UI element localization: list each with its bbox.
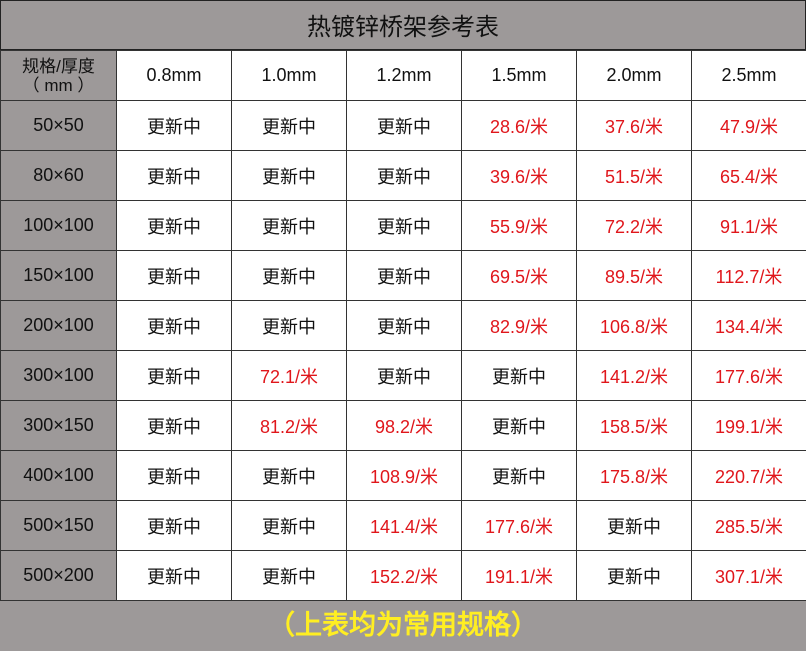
price-cell: 72.2/米 — [577, 201, 692, 251]
price-cell: 106.8/米 — [577, 301, 692, 351]
price-cell: 更新中 — [577, 501, 692, 551]
price-cell: 更新中 — [117, 551, 232, 601]
price-cell: 177.6/米 — [462, 501, 577, 551]
spec-cell: 100×100 — [1, 201, 117, 251]
price-cell: 158.5/米 — [577, 401, 692, 451]
price-cell: 28.6/米 — [462, 101, 577, 151]
price-cell: 更新中 — [347, 151, 462, 201]
thickness-header: 2.5mm — [692, 51, 806, 101]
thickness-header: 2.0mm — [577, 51, 692, 101]
spec-cell: 50×50 — [1, 101, 117, 151]
price-cell: 307.1/米 — [692, 551, 806, 601]
price-cell: 69.5/米 — [462, 251, 577, 301]
price-cell: 更新中 — [232, 101, 347, 151]
price-cell: 89.5/米 — [577, 251, 692, 301]
price-cell: 更新中 — [117, 351, 232, 401]
price-cell: 134.4/米 — [692, 301, 806, 351]
price-cell: 更新中 — [232, 251, 347, 301]
price-cell: 81.2/米 — [232, 401, 347, 451]
price-cell: 更新中 — [117, 251, 232, 301]
price-cell: 更新中 — [232, 501, 347, 551]
table-title: 热镀锌桥架参考表 — [0, 0, 806, 50]
price-cell: 更新中 — [117, 101, 232, 151]
spec-cell: 80×60 — [1, 151, 117, 201]
price-cell: 82.9/米 — [462, 301, 577, 351]
price-cell: 152.2/米 — [347, 551, 462, 601]
price-cell: 91.1/米 — [692, 201, 806, 251]
spec-cell: 500×150 — [1, 501, 117, 551]
price-cell: 112.7/米 — [692, 251, 806, 301]
price-cell: 199.1/米 — [692, 401, 806, 451]
thickness-header: 1.5mm — [462, 51, 577, 101]
price-table: 规格/厚度 （ mm ） 0.8mm 1.0mm 1.2mm 1.5mm 2.0… — [0, 50, 806, 601]
spec-cell: 500×200 — [1, 551, 117, 601]
price-cell: 108.9/米 — [347, 451, 462, 501]
price-cell: 55.9/米 — [462, 201, 577, 251]
price-cell: 更新中 — [347, 301, 462, 351]
price-cell: 65.4/米 — [692, 151, 806, 201]
spec-header-line2: （ mm ） — [1, 76, 116, 95]
spec-cell: 300×100 — [1, 351, 117, 401]
price-cell: 更新中 — [347, 351, 462, 401]
spec-cell: 200×100 — [1, 301, 117, 351]
price-cell: 更新中 — [117, 201, 232, 251]
price-cell: 更新中 — [462, 451, 577, 501]
price-cell: 更新中 — [232, 551, 347, 601]
price-cell: 141.4/米 — [347, 501, 462, 551]
price-cell: 285.5/米 — [692, 501, 806, 551]
price-cell: 98.2/米 — [347, 401, 462, 451]
thickness-header: 1.2mm — [347, 51, 462, 101]
price-cell: 更新中 — [117, 301, 232, 351]
price-cell: 更新中 — [577, 551, 692, 601]
spec-cell: 300×150 — [1, 401, 117, 451]
price-cell: 更新中 — [347, 101, 462, 151]
price-cell: 47.9/米 — [692, 101, 806, 151]
spec-cell: 150×100 — [1, 251, 117, 301]
price-cell: 191.1/米 — [462, 551, 577, 601]
header-row: 规格/厚度 （ mm ） 0.8mm 1.0mm 1.2mm 1.5mm 2.0… — [1, 51, 806, 101]
price-cell: 72.1/米 — [232, 351, 347, 401]
price-cell: 更新中 — [347, 201, 462, 251]
price-cell: 更新中 — [117, 501, 232, 551]
price-cell: 220.7/米 — [692, 451, 806, 501]
price-cell: 更新中 — [232, 451, 347, 501]
spec-header-line1: 规格/厚度 — [1, 57, 116, 76]
price-cell: 更新中 — [462, 351, 577, 401]
price-cell: 141.2/米 — [577, 351, 692, 401]
price-cell: 175.8/米 — [577, 451, 692, 501]
spec-cell: 400×100 — [1, 451, 117, 501]
price-cell: 更新中 — [117, 401, 232, 451]
price-cell: 更新中 — [117, 151, 232, 201]
thickness-header: 0.8mm — [117, 51, 232, 101]
price-cell: 更新中 — [232, 151, 347, 201]
price-cell: 177.6/米 — [692, 351, 806, 401]
price-cell: 51.5/米 — [577, 151, 692, 201]
price-cell: 更新中 — [347, 251, 462, 301]
price-cell: 37.6/米 — [577, 101, 692, 151]
table-footnote: （上表均为常用规格） — [0, 600, 806, 651]
price-cell: 更新中 — [117, 451, 232, 501]
price-cell: 更新中 — [232, 301, 347, 351]
price-cell: 更新中 — [232, 201, 347, 251]
spec-header: 规格/厚度 （ mm ） — [1, 51, 117, 101]
price-cell: 更新中 — [462, 401, 577, 451]
thickness-header: 1.0mm — [232, 51, 347, 101]
price-cell: 39.6/米 — [462, 151, 577, 201]
